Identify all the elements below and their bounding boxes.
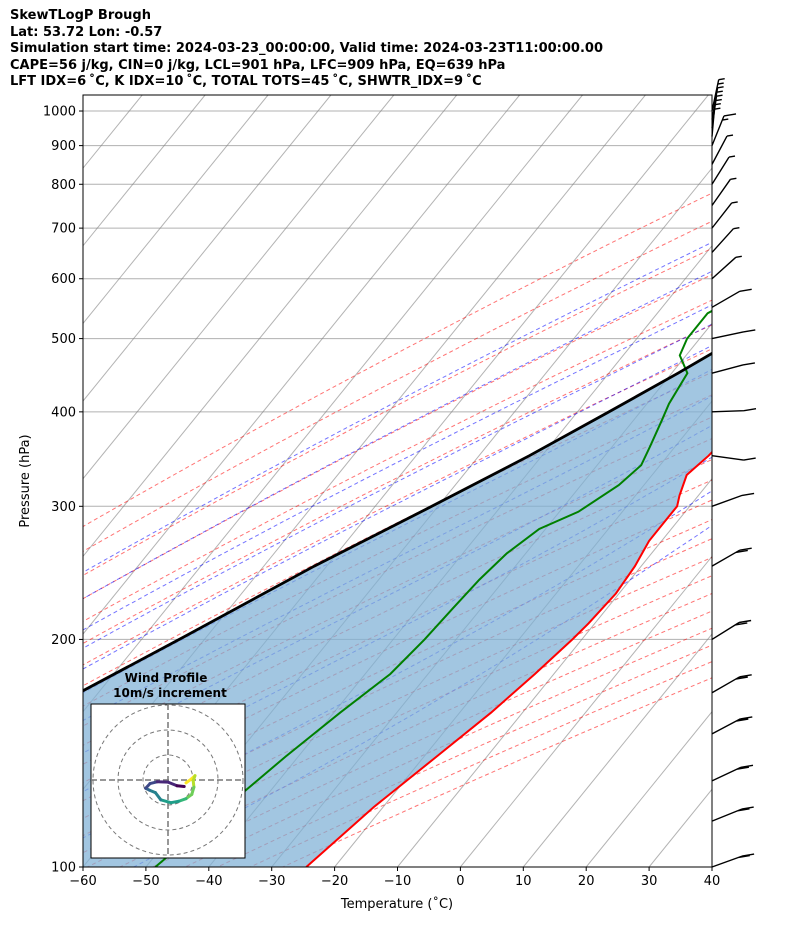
wind-barb (711, 764, 754, 782)
moist-adiabat-line (83, 241, 712, 573)
isotherm-line (83, 95, 395, 480)
moist-adiabat-line (83, 270, 712, 600)
isotherm-line (83, 95, 458, 558)
wind-barbs (711, 78, 757, 868)
lifted-indices-line: LFT IDX=6 ˚C, K IDX=10 ˚C, TOTAL TOTS=45… (10, 74, 482, 89)
x-tick-label: 10 (515, 874, 532, 889)
hodograph-segment (159, 798, 173, 805)
y-tick-label: 100 (51, 861, 76, 876)
isotherm-line (83, 95, 332, 402)
y-tick-label: 500 (51, 332, 76, 347)
wind-barb (711, 201, 738, 229)
wind-barb (711, 455, 756, 461)
dry-adiabat-line (83, 299, 712, 622)
x-tick-label: −40 (195, 874, 222, 889)
y-tick-label: 400 (51, 405, 76, 420)
isotherm-line (83, 95, 269, 325)
y-axis-ticks: 100 200 300 400 500 600 700 800 900 1000 (43, 105, 83, 876)
wind-profile-inset: Wind Profile 10m/s increment (90, 671, 246, 859)
isotherm-line (83, 95, 206, 247)
stability-indices-line: CAPE=56 j/kg, CIN=0 j/kg, LCL=901 hPa, L… (10, 57, 506, 73)
isotherm-line (522, 633, 712, 867)
wind-barb (711, 547, 752, 567)
x-tick-label: −30 (258, 874, 285, 889)
isotherm-line (711, 866, 712, 867)
wind-barb (711, 177, 737, 206)
wind-barb (711, 806, 754, 822)
y-axis-label: Pressure (hPa) (18, 434, 33, 527)
y-tick-label: 1000 (43, 105, 76, 120)
wind-barb (711, 227, 740, 253)
isotherm-line (460, 555, 712, 867)
wind-barb (711, 288, 752, 308)
y-tick-label: 900 (51, 139, 76, 154)
wind-barb (711, 408, 757, 413)
x-axis-ticks: −60 −50 −40 −30 −20 −10 0 10 20 30 40 (69, 867, 720, 889)
wind-barb (711, 113, 737, 146)
x-tick-label: 20 (578, 874, 595, 889)
wind-barb (711, 492, 755, 507)
y-tick-label: 700 (51, 222, 76, 237)
moist-adiabat-line (83, 344, 712, 670)
x-tick-label: −20 (321, 874, 348, 889)
hodograph-segment (175, 784, 186, 788)
isotherm-line (0, 95, 79, 867)
x-tick-label: 30 (641, 874, 658, 889)
isotherm-line (585, 710, 712, 867)
x-tick-label: 0 (456, 874, 464, 889)
y-tick-label: 800 (51, 178, 76, 193)
wind-barb (711, 78, 725, 112)
x-tick-label: −60 (69, 874, 96, 889)
wind-barb (711, 619, 752, 641)
wind-barb (711, 362, 756, 374)
y-tick-label: 600 (51, 272, 76, 287)
mixing-ratio-line (730, 95, 794, 279)
wind-barb (711, 674, 752, 694)
inset-title: Wind Profile (125, 671, 208, 685)
dry-adiabat-line (83, 324, 712, 645)
sounding-traces (83, 309, 712, 867)
wind-barb (711, 155, 736, 185)
wind-barb (711, 255, 742, 280)
chart-header: SkewTLogP Brough Lat: 53.72 Lon: -0.57 S… (10, 8, 603, 91)
moist-adiabat-line (83, 323, 712, 649)
isotherm-line (397, 477, 712, 867)
moist-adiabat-line (133, 524, 712, 867)
isotherm-line (83, 95, 521, 635)
hodograph-segment (166, 780, 179, 788)
x-tick-label: 40 (704, 874, 721, 889)
dry-adiabat-line (83, 274, 712, 600)
wind-barb (711, 716, 753, 735)
dry-adiabat-line (83, 247, 712, 577)
wind-barb (711, 134, 734, 165)
temperature-line (305, 450, 712, 867)
chart-title: SkewTLogP Brough (10, 8, 151, 23)
dry-adiabat-line (83, 192, 712, 528)
dewpoint-line (154, 309, 712, 867)
wind-barb (711, 329, 756, 340)
moist-adiabat-line (83, 304, 712, 631)
y-tick-label: 300 (51, 500, 76, 515)
wind-barb (711, 853, 755, 868)
x-tick-label: −10 (384, 874, 411, 889)
x-axis-label: Temperature (˚C) (340, 896, 453, 912)
inset-subtitle: 10m/s increment (113, 686, 227, 700)
location-line: Lat: 53.72 Lon: -0.57 (10, 24, 163, 40)
hodograph-trace (144, 774, 197, 805)
y-tick-label: 200 (51, 633, 76, 648)
x-tick-label: −50 (132, 874, 159, 889)
time-line: Simulation start time: 2024-03-23_00:00:… (10, 41, 603, 56)
isotherm-line (83, 95, 583, 713)
parcel-profile-line (83, 351, 712, 693)
